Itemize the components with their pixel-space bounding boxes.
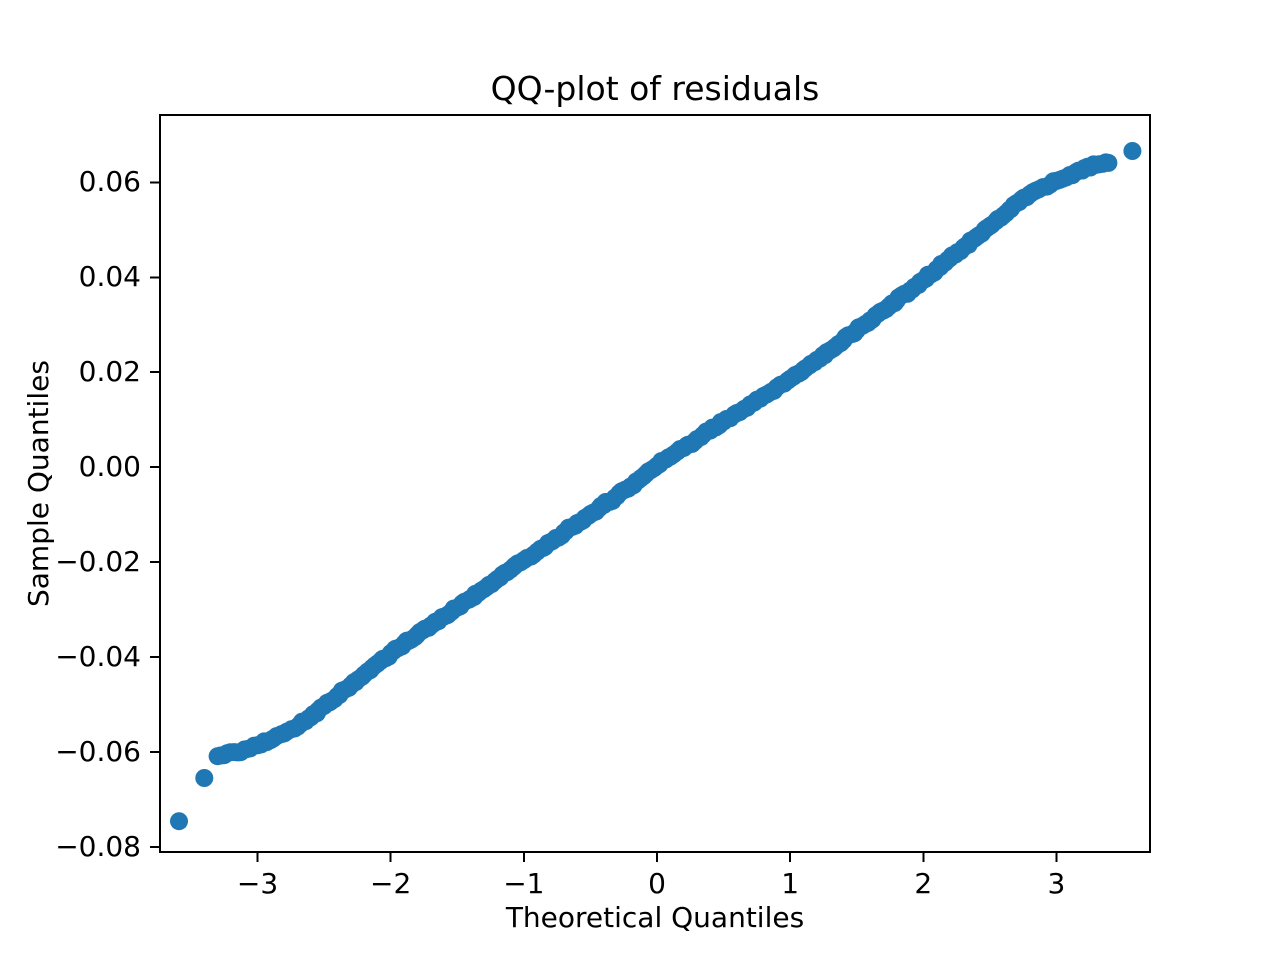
- x-tick-label: −1: [503, 867, 545, 900]
- data-point: [1099, 153, 1118, 172]
- x-tick-label: 1: [781, 867, 800, 900]
- y-tick-label: 0.06: [78, 165, 141, 199]
- x-tick-label: −3: [236, 867, 279, 900]
- y-tick-label: −0.02: [55, 545, 141, 579]
- axes-spines: [159, 114, 1151, 853]
- data-point: [1123, 142, 1142, 160]
- chart-title: QQ-plot of residuals: [490, 69, 820, 108]
- x-tick-label: 3: [1047, 867, 1066, 900]
- y-tick-label: −0.04: [55, 639, 141, 673]
- y-tick-label: 0.00: [78, 450, 141, 484]
- x-axis-title: Theoretical Quantiles: [505, 901, 805, 934]
- y-tick-label: −0.06: [55, 734, 141, 768]
- data-point: [195, 769, 214, 787]
- y-tick-label: 0.02: [78, 355, 141, 389]
- x-tick-label: −2: [370, 867, 412, 900]
- x-tick-label: 2: [914, 867, 933, 900]
- data-point: [170, 812, 188, 831]
- y-tick-label: −0.08: [55, 829, 141, 863]
- y-tick-label: 0.04: [78, 260, 141, 294]
- x-tick-label: 0: [648, 867, 666, 900]
